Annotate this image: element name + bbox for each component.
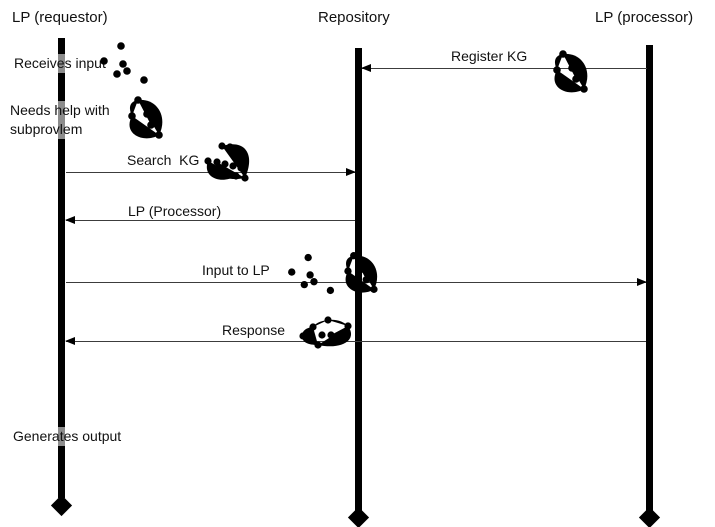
arrowhead-left-icon [65, 337, 75, 345]
knowledge-graph-icon [547, 46, 592, 98]
message-label: LP (Processor) [128, 203, 222, 219]
lifeline-bar-lp-requestor [58, 38, 65, 498]
annotation-receives-input: Receives input [12, 54, 108, 73]
lifeline-label-repository: Repository [318, 9, 390, 26]
message-label: Search KG [127, 152, 200, 168]
annotation-generates-output: Generates output [11, 427, 124, 446]
message-line [362, 68, 647, 69]
knowledge-graph-icon [96, 40, 156, 86]
lifeline-label-lp-requestor: LP (requestor) [12, 9, 108, 26]
arrowhead-left-icon [361, 64, 371, 72]
message-label: Input to LP [202, 262, 270, 278]
lifeline-bar-lp-processor [646, 45, 653, 511]
message-label: Register KG [451, 48, 528, 64]
knowledge-graph-icon [284, 251, 342, 297]
lifeline-end-diamond [347, 506, 370, 527]
arrowhead-left-icon [65, 216, 75, 224]
message-line [66, 220, 355, 221]
knowledge-graph-icon [338, 248, 382, 298]
knowledge-graph-icon [204, 141, 260, 185]
knowledge-graph-icon [297, 312, 363, 352]
lifeline-end-diamond [638, 506, 661, 527]
lifeline-end-diamond [50, 494, 73, 517]
message-line [66, 341, 646, 342]
annotation-needs-help: Needs help with subprovlem [10, 101, 124, 139]
message-label: Response [222, 322, 286, 338]
lifeline-label-lp-processor: LP (processor) [595, 9, 694, 26]
knowledge-graph-icon [122, 92, 167, 144]
arrowhead-right-icon [346, 168, 356, 176]
arrowhead-right-icon [637, 278, 647, 286]
